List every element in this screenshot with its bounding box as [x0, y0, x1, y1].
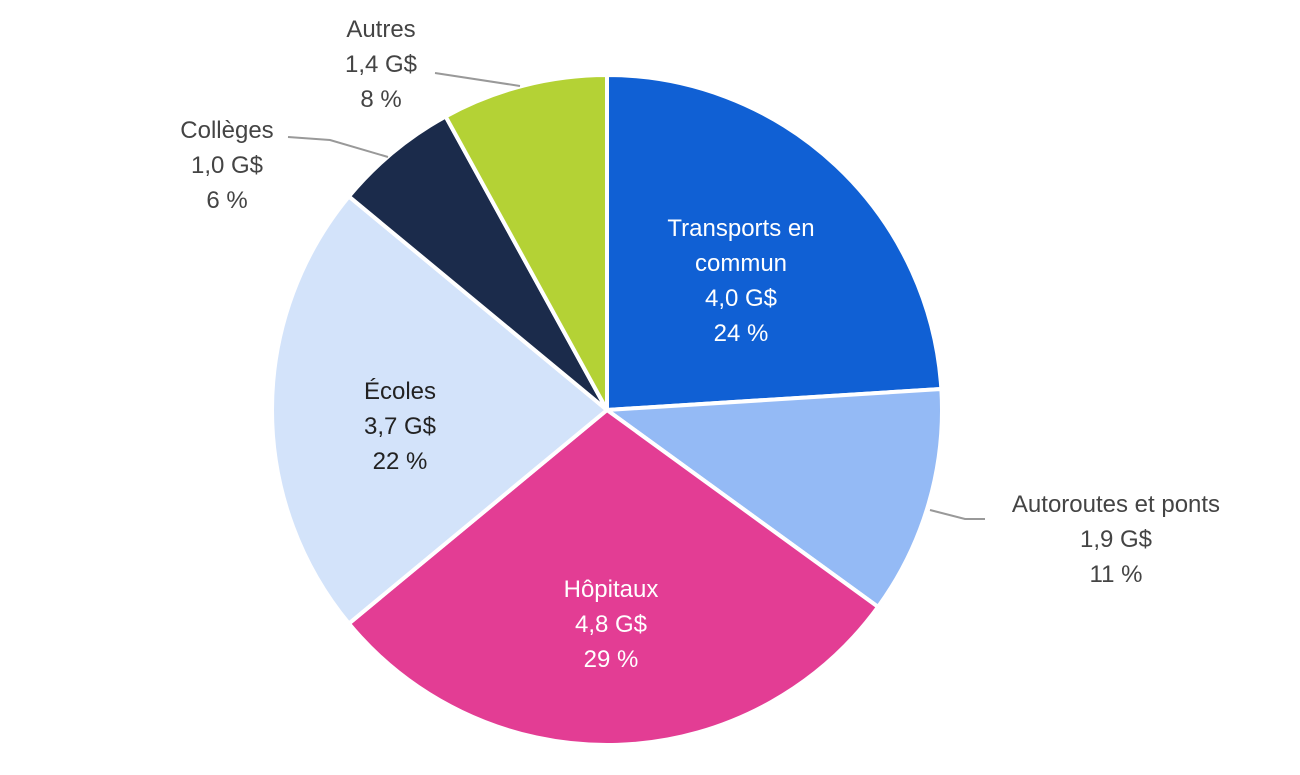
leader-lines [287, 72, 985, 520]
label-autres-value-label: 1,4 G$ [345, 51, 417, 78]
leader-line-autres [434, 72, 521, 87]
label-transports-en-commun-name-line-1: commun [695, 250, 787, 277]
label-ecoles-percent-label: 22 % [373, 448, 428, 475]
label-ecoles-name-line-0: Écoles [364, 378, 436, 405]
slice-autres [443, 73, 609, 412]
label-autoroutes-et-ponts-percent-label: 11 % [1090, 561, 1143, 588]
label-autres-name-line-0: Autres [346, 16, 415, 43]
label-colleges-value-label: 1,0 G$ [191, 152, 263, 179]
leader-line-colleges [287, 136, 389, 158]
slice-transports-en-commun [605, 73, 944, 412]
label-hopitaux-value-label: 4,8 G$ [575, 611, 647, 638]
pie-slices [270, 73, 944, 747]
slice-labels: Transports en commun 4,0 G$ 24 % Autoroutes … [180, 16, 1220, 673]
slice-colleges [346, 114, 609, 412]
label-colleges-name-line-0: Collèges [180, 117, 273, 144]
slice-ecoles [270, 194, 609, 626]
slice-hopitaux [346, 408, 881, 747]
label-autoroutes-et-ponts-name-line-0: Autoroutes et ponts [1012, 491, 1220, 518]
label-autres-percent-label: 8 % [360, 86, 401, 113]
label-transports-en-commun-name-line-0: Transports en [667, 215, 814, 242]
leader-line-autoroutes [929, 509, 985, 520]
slice-autoroutes-et-ponts [605, 386, 944, 609]
label-transports-en-commun-percent-label: 24 % [714, 320, 769, 347]
label-hopitaux-percent-label: 29 % [584, 646, 639, 673]
label-transports-en-commun-value-label: 4,0 G$ [705, 285, 777, 312]
label-ecoles-value-label: 3,7 G$ [364, 413, 436, 440]
label-autoroutes-et-ponts-value-label: 1,9 G$ [1080, 526, 1152, 553]
label-colleges-percent-label: 6 % [206, 187, 247, 214]
label-hopitaux-name-line-0: Hôpitaux [564, 576, 659, 603]
